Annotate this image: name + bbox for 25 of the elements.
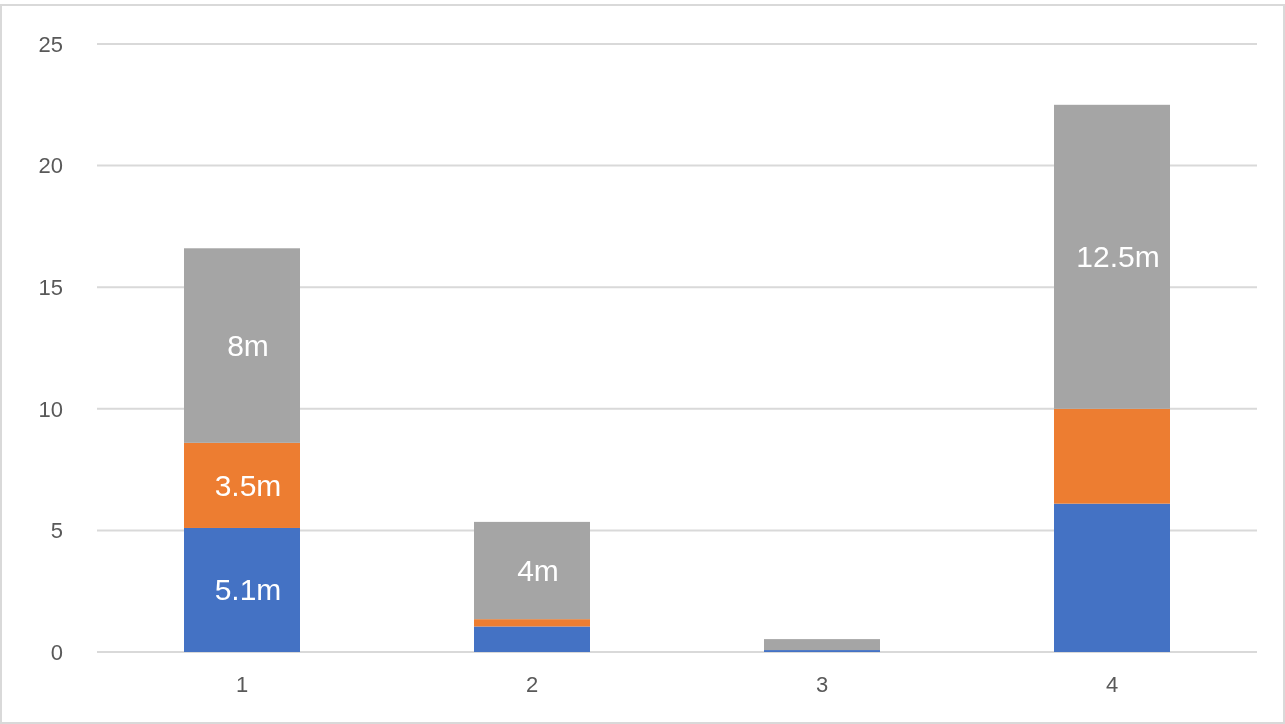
bar — [1054, 408, 1170, 504]
bar — [474, 626, 590, 652]
bar — [1054, 503, 1170, 652]
bar — [184, 442, 300, 528]
y-tick-label: 15 — [38, 274, 63, 300]
x-tick-label: 1 — [235, 672, 249, 697]
y-tick-label: 25 — [38, 31, 63, 57]
bar — [764, 639, 880, 651]
y-tick-label: 5 — [50, 518, 63, 544]
bar — [474, 619, 590, 627]
bar — [184, 527, 300, 652]
bar — [1054, 104, 1170, 409]
x-tick-label: 4 — [1105, 672, 1119, 697]
bar — [184, 248, 300, 443]
y-tick-label: 0 — [50, 639, 63, 665]
data-label: 4m — [517, 554, 559, 588]
x-tick-label: 3 — [815, 672, 829, 697]
data-label: 3.5m — [214, 468, 282, 502]
data-label: 5.1m — [214, 573, 282, 607]
data-label: 12.5m — [1076, 240, 1160, 274]
data-label: 8m — [227, 329, 269, 363]
y-tick-label: 20 — [38, 153, 63, 179]
x-tick-label: 2 — [525, 672, 539, 697]
y-tick-label: 10 — [38, 396, 63, 422]
bar — [474, 521, 590, 620]
